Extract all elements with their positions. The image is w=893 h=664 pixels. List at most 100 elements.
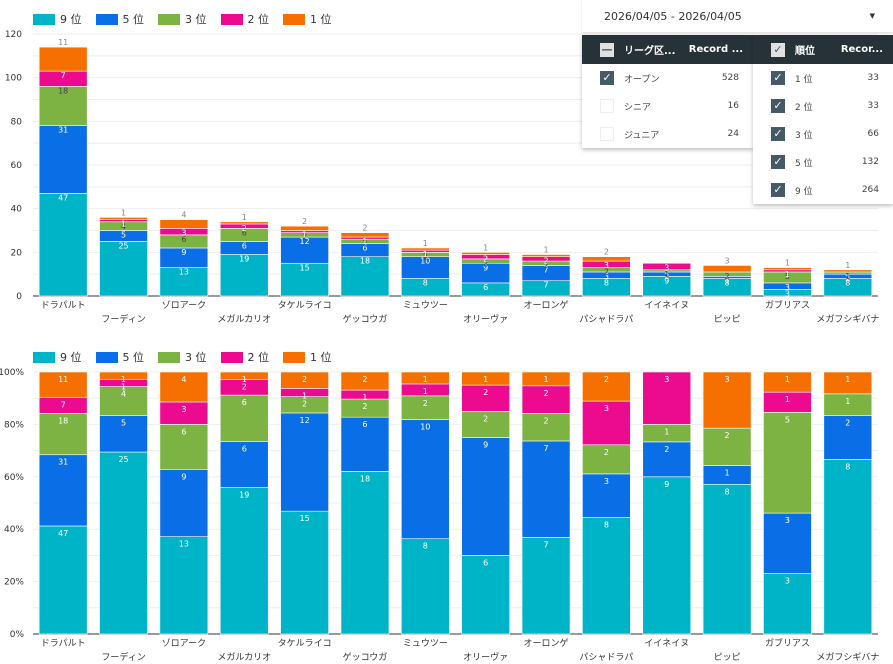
- league-column-header[interactable]: リーグ区...: [624, 46, 676, 57]
- bar-segment-1位[interactable]: [340, 371, 390, 391]
- bar-segment-9位[interactable]: [280, 262, 329, 297]
- bar-segment-1位[interactable]: [280, 225, 329, 231]
- bar-segment-1位[interactable]: [38, 46, 88, 72]
- rank-filter-row[interactable]: ✓ 5 位 132: [753, 148, 893, 176]
- legend-item[interactable]: 9 位: [33, 349, 82, 365]
- bar-segment-3位[interactable]: [521, 413, 571, 442]
- bar-segment-2位[interactable]: [461, 384, 510, 412]
- bar-segment-5位[interactable]: [280, 236, 329, 264]
- date-range-dropdown[interactable]: 2026/04/05 - 2026/04/05 ▼: [582, 0, 893, 32]
- bar-segment-9位[interactable]: [280, 510, 329, 635]
- bar-segment-3位[interactable]: [702, 427, 752, 466]
- league-filter-row[interactable]: ジュニア 24: [582, 120, 753, 148]
- bar-segment-1位[interactable]: [401, 247, 450, 251]
- legend-item[interactable]: 2 位: [220, 11, 269, 27]
- rank-select-all-checkbox[interactable]: ✓: [771, 42, 785, 57]
- bar-segment-1位[interactable]: [582, 371, 631, 402]
- legend-item[interactable]: 9 位: [33, 11, 82, 27]
- bar-segment-1位[interactable]: [280, 371, 329, 389]
- bar-segment-1位[interactable]: [219, 371, 269, 381]
- bar-segment-5位[interactable]: [340, 416, 390, 472]
- bar-segment-1位[interactable]: [521, 254, 571, 257]
- league-filter-row[interactable]: ✓ オープン 528: [582, 64, 753, 92]
- bar-segment-9位[interactable]: [159, 536, 209, 635]
- bar-group[interactable]: 47 31 18 7 11: [38, 371, 88, 635]
- bar-segment-5位[interactable]: [99, 415, 148, 453]
- checkbox-checked-icon[interactable]: ✓: [771, 99, 785, 113]
- bar-segment-9位[interactable]: [401, 538, 450, 635]
- bar-segment-5位[interactable]: [823, 415, 873, 460]
- checkbox-checked-icon[interactable]: ✓: [771, 183, 785, 197]
- bar-segment-1位[interactable]: [401, 371, 450, 385]
- rank-filter-row[interactable]: ✓ 9 位 264: [753, 176, 893, 204]
- bar-segment-9位[interactable]: [99, 451, 148, 635]
- bar-segment-1位[interactable]: [99, 217, 148, 220]
- bar-segment-3位[interactable]: [582, 444, 631, 475]
- bar-segment-1位[interactable]: [702, 265, 752, 273]
- bar-segment-2位[interactable]: [521, 385, 571, 414]
- bar-segment-9位[interactable]: [38, 193, 88, 297]
- legend-item[interactable]: 5 位: [95, 11, 144, 27]
- bar-segment-3位[interactable]: [219, 394, 269, 442]
- legend-item[interactable]: 5 位: [95, 349, 144, 365]
- bar-segment-1位[interactable]: [38, 371, 88, 398]
- bar-segment-2位[interactable]: [582, 400, 631, 446]
- bar-segment-3位[interactable]: [159, 424, 209, 470]
- bar-segment-1位[interactable]: [823, 269, 873, 273]
- bar-segment-9位[interactable]: [219, 487, 269, 635]
- rank-filter-row[interactable]: ✓ 1 位 33: [753, 64, 893, 92]
- bar-segment-9位[interactable]: [763, 573, 812, 635]
- bar-segment-9位[interactable]: [219, 254, 269, 297]
- checkbox-checked-icon[interactable]: ✓: [771, 71, 785, 85]
- checkbox-checked-icon[interactable]: ✓: [600, 71, 614, 85]
- bar-segment-9位[interactable]: [159, 267, 209, 297]
- bar-segment-3位[interactable]: [763, 412, 812, 514]
- league-filter-row[interactable]: シニア 16: [582, 92, 753, 120]
- league-record-count-header[interactable]: Record ...: [688, 44, 743, 55]
- bar-segment-5位[interactable]: [280, 412, 329, 512]
- bar-segment-5位[interactable]: [461, 437, 510, 556]
- legend-item[interactable]: 1 位: [283, 349, 332, 365]
- legend-item[interactable]: 3 位: [158, 11, 207, 27]
- bar-group[interactable]: 8 10 2 1 1: [401, 371, 450, 635]
- bar-segment-9位[interactable]: [461, 555, 510, 635]
- bar-segment-5位[interactable]: [582, 473, 631, 518]
- bar-segment-1位[interactable]: [219, 221, 269, 225]
- rank-column-header[interactable]: 順位: [795, 46, 815, 57]
- bar-segment-1位[interactable]: [823, 371, 873, 395]
- rank-record-count-header[interactable]: Recor...: [840, 44, 883, 55]
- bar-segment-5位[interactable]: [401, 419, 450, 540]
- bar-segment-5位[interactable]: [219, 441, 269, 488]
- bar-segment-1位[interactable]: [340, 232, 390, 238]
- bar-segment-1位[interactable]: [702, 371, 752, 429]
- rank-filter-row[interactable]: ✓ 3 位 66: [753, 120, 893, 148]
- checkbox-checked-icon[interactable]: ✓: [771, 127, 785, 141]
- bar-segment-1位[interactable]: [582, 256, 631, 262]
- bar-segment-1位[interactable]: [159, 219, 209, 229]
- bar-segment-5位[interactable]: [38, 125, 88, 194]
- bar-segment-1位[interactable]: [763, 267, 812, 271]
- bar-segment-1位[interactable]: [159, 371, 209, 403]
- bar-segment-1位[interactable]: [461, 252, 510, 255]
- bar-segment-5位[interactable]: [521, 440, 571, 538]
- bar-segment-1位[interactable]: [461, 371, 510, 386]
- bar-segment-9位[interactable]: [642, 476, 692, 635]
- bar-group[interactable]: 8 1 2 3: [702, 371, 752, 635]
